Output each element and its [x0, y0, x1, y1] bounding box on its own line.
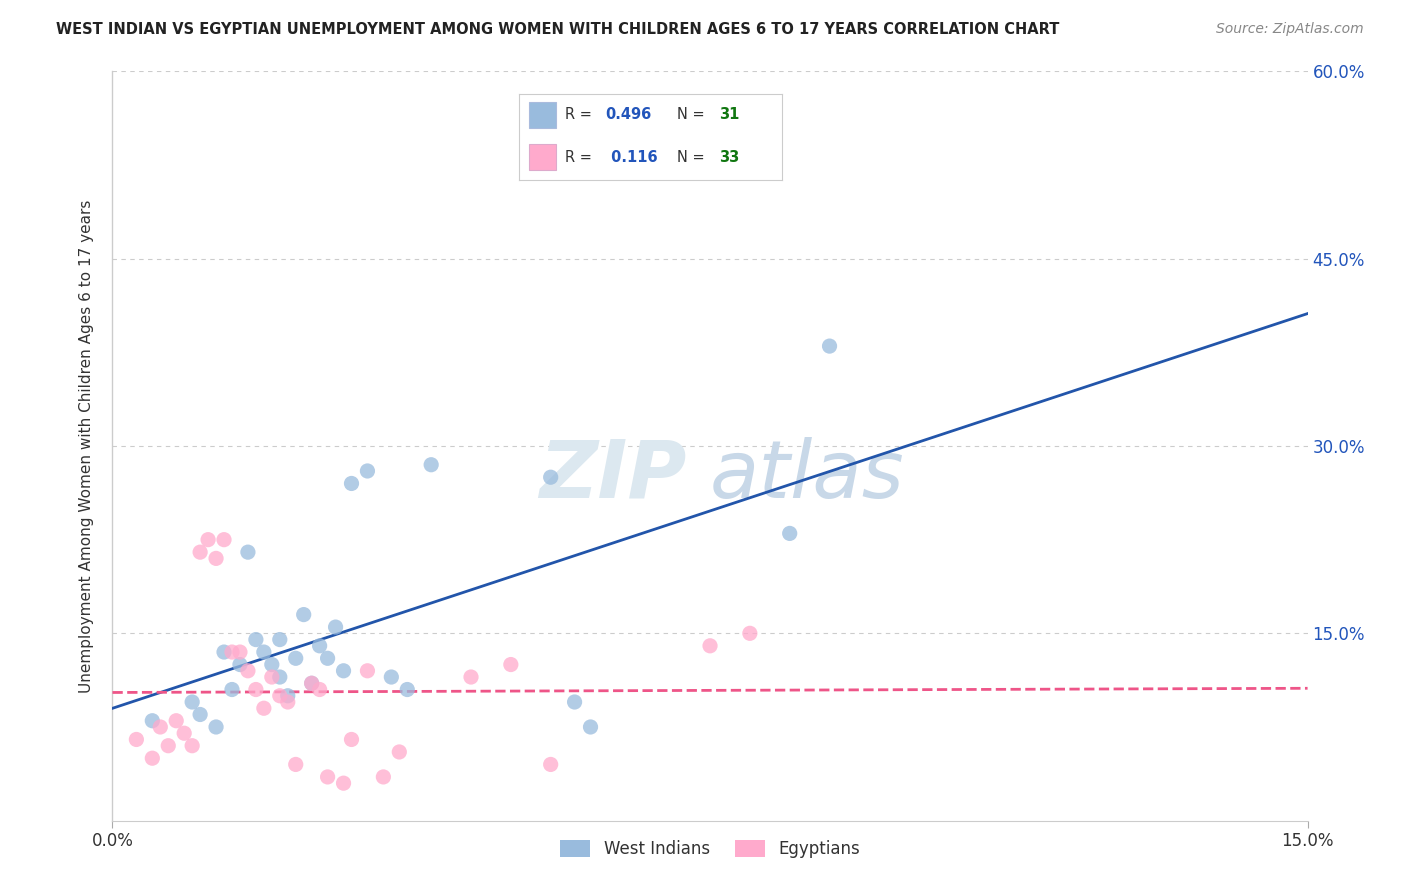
Y-axis label: Unemployment Among Women with Children Ages 6 to 17 years: Unemployment Among Women with Children A… — [79, 199, 94, 693]
Text: Source: ZipAtlas.com: Source: ZipAtlas.com — [1216, 22, 1364, 37]
Point — [499, 657, 522, 672]
Legend: West Indians, Egyptians: West Indians, Egyptians — [554, 833, 866, 864]
Point — [277, 689, 299, 703]
Point — [301, 676, 323, 690]
Point — [221, 645, 243, 659]
Point — [579, 720, 602, 734]
Point — [269, 632, 291, 647]
Point — [284, 651, 307, 665]
Point — [420, 458, 443, 472]
Point — [245, 682, 267, 697]
Point — [340, 476, 363, 491]
Point — [316, 770, 339, 784]
Point — [540, 470, 562, 484]
Point — [205, 551, 228, 566]
Point — [253, 701, 276, 715]
Point — [269, 670, 291, 684]
Point — [221, 682, 243, 697]
Point — [149, 720, 172, 734]
Point — [292, 607, 315, 622]
Point — [388, 745, 411, 759]
Point — [157, 739, 180, 753]
Point — [165, 714, 187, 728]
Point — [173, 726, 195, 740]
Text: ZIP: ZIP — [538, 437, 686, 515]
Point — [181, 739, 204, 753]
Point — [236, 545, 259, 559]
Point — [125, 732, 148, 747]
Point — [373, 770, 395, 784]
Point — [308, 682, 330, 697]
Point — [245, 632, 267, 647]
Point — [564, 695, 586, 709]
Point — [779, 526, 801, 541]
Point — [229, 657, 252, 672]
Point — [205, 720, 228, 734]
Point — [332, 776, 354, 790]
Point — [380, 670, 402, 684]
Point — [141, 714, 163, 728]
Point — [356, 464, 378, 478]
Point — [699, 639, 721, 653]
Point — [212, 533, 235, 547]
Point — [253, 645, 276, 659]
Point — [181, 695, 204, 709]
Point — [396, 682, 419, 697]
Point — [316, 651, 339, 665]
Point — [325, 620, 347, 634]
Point — [332, 664, 354, 678]
Point — [260, 657, 283, 672]
Point — [460, 670, 482, 684]
Point — [229, 645, 252, 659]
Point — [356, 664, 378, 678]
Point — [188, 707, 211, 722]
Point — [540, 757, 562, 772]
Point — [197, 533, 219, 547]
Point — [818, 339, 841, 353]
Point — [141, 751, 163, 765]
Point — [260, 670, 283, 684]
Text: WEST INDIAN VS EGYPTIAN UNEMPLOYMENT AMONG WOMEN WITH CHILDREN AGES 6 TO 17 YEAR: WEST INDIAN VS EGYPTIAN UNEMPLOYMENT AMO… — [56, 22, 1060, 37]
Point — [301, 676, 323, 690]
Point — [188, 545, 211, 559]
Point — [212, 645, 235, 659]
Point — [738, 626, 761, 640]
Point — [340, 732, 363, 747]
Point — [236, 664, 259, 678]
Point — [269, 689, 291, 703]
Point — [284, 757, 307, 772]
Text: atlas: atlas — [710, 437, 905, 515]
Point — [308, 639, 330, 653]
Point — [277, 695, 299, 709]
